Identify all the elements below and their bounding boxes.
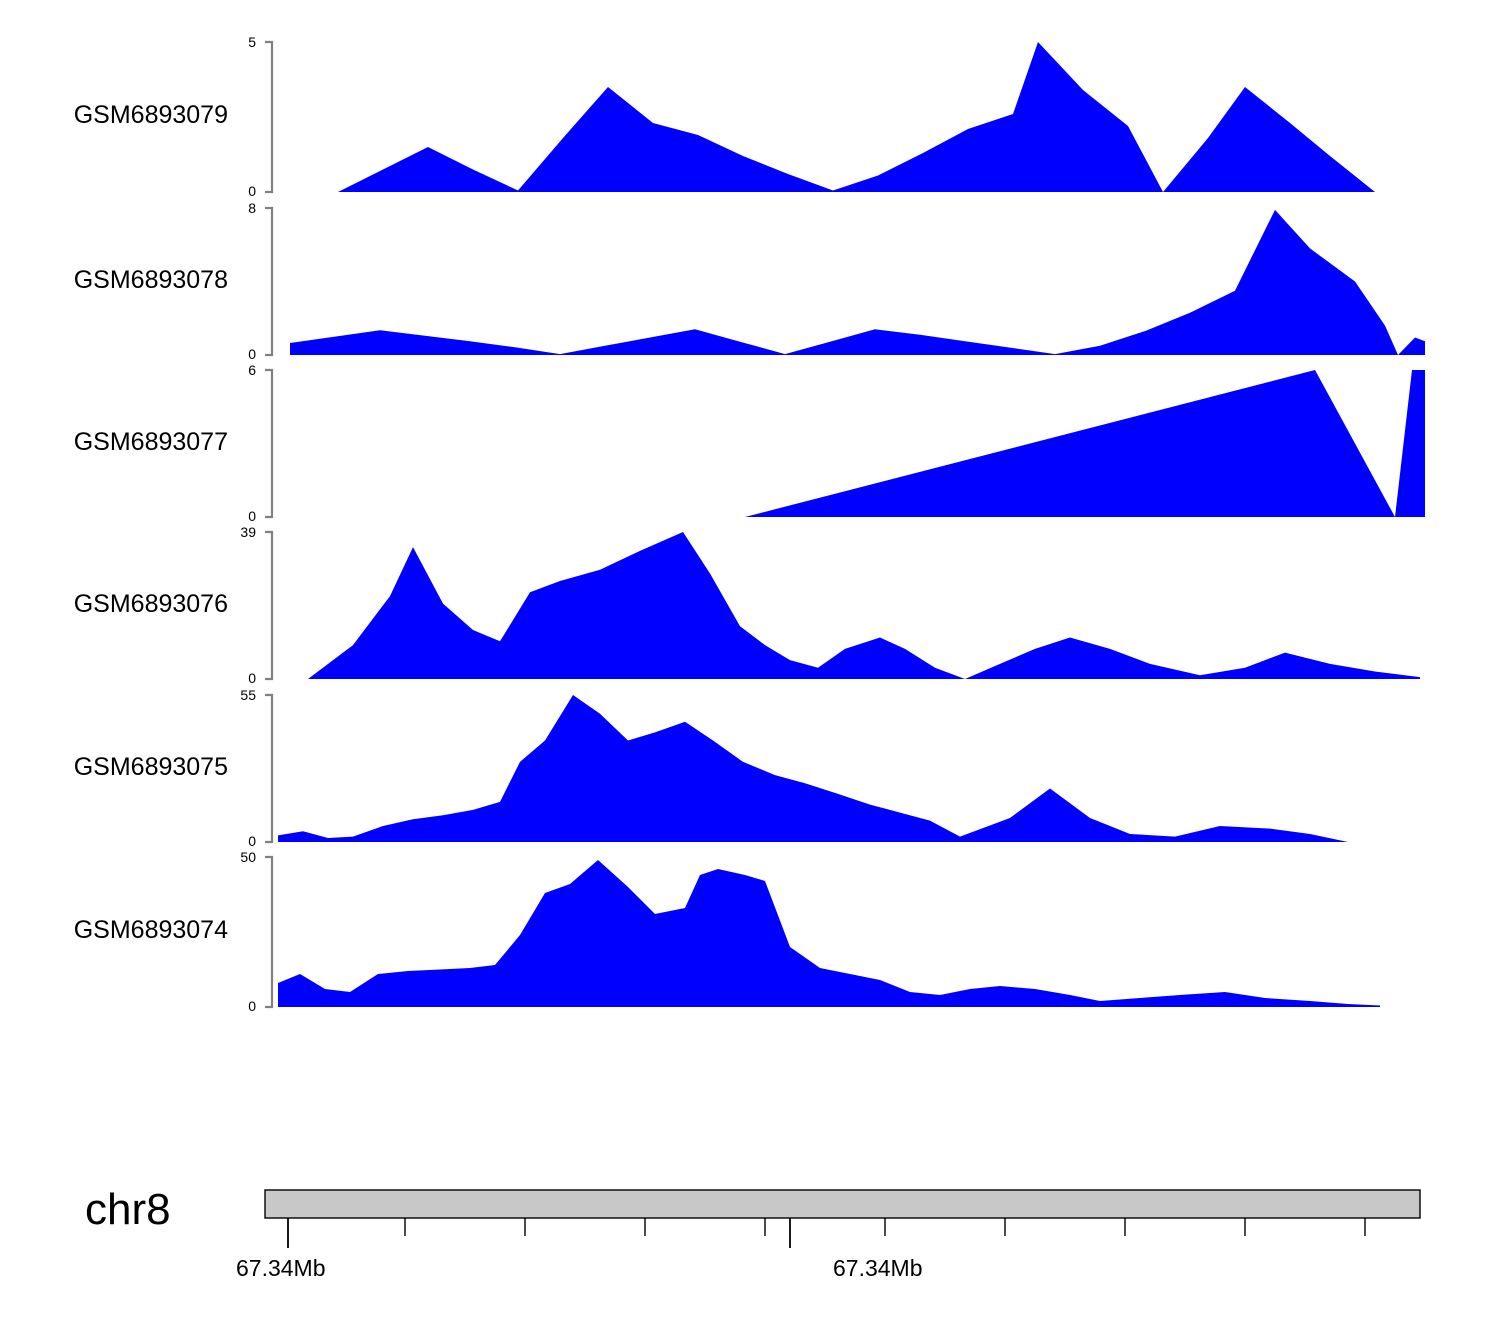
track-label: GSM6893079 bbox=[73, 101, 228, 129]
ruler-tick-label-right: 67.34Mb bbox=[833, 1255, 923, 1281]
track-label: GSM6893076 bbox=[73, 589, 228, 618]
y-axis-max-label: 5 bbox=[248, 34, 256, 50]
y-axis-max-label: 50 bbox=[240, 849, 256, 865]
track-label: GSM6893074 bbox=[73, 916, 228, 944]
y-axis-max-label: 55 bbox=[240, 687, 256, 703]
track-label: GSM6893078 bbox=[73, 265, 228, 294]
y-axis-max-label: 6 bbox=[248, 362, 256, 378]
track-label: GSM6893077 bbox=[73, 427, 228, 456]
y-axis-max-label: 8 bbox=[248, 200, 256, 216]
y-axis-min-label: 0 bbox=[248, 183, 256, 199]
ruler-tick-label-left: 67.34Mb bbox=[236, 1255, 326, 1281]
chromosome-name: chr8 bbox=[85, 1185, 171, 1234]
y-axis-max-label: 39 bbox=[240, 524, 256, 540]
y-axis-min-label: 0 bbox=[248, 508, 256, 524]
y-axis-min-label: 0 bbox=[248, 670, 256, 686]
y-axis-min-label: 0 bbox=[248, 998, 256, 1014]
y-axis-min-label: 0 bbox=[248, 833, 256, 849]
track-label: GSM6893075 bbox=[73, 752, 228, 781]
y-axis-min-label: 0 bbox=[248, 346, 256, 362]
